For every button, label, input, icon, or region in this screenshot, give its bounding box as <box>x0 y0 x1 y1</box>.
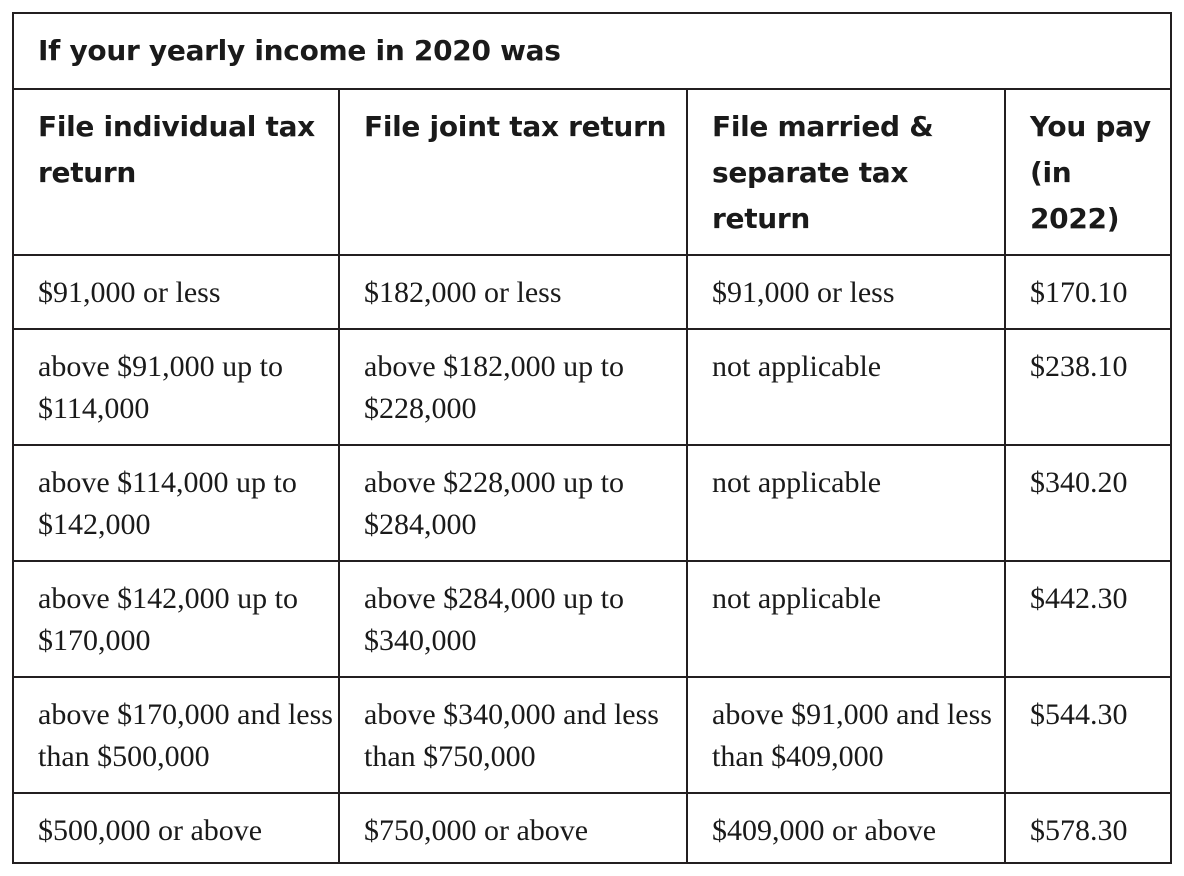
header-individual: File individual tax return <box>12 88 340 256</box>
table-row: above $91,000 up to $114,000 above $182,… <box>12 328 1173 446</box>
cell-married-separate: not applicable <box>686 560 1006 678</box>
cell-you-pay: $238.10 <box>1003 328 1173 446</box>
cell-married-separate: not applicable <box>686 328 1006 446</box>
cell-individual: $91,000 or less <box>12 254 340 330</box>
cell-married-separate: $409,000 or above <box>686 792 1006 864</box>
caption-row: If your yearly income in 2020 was <box>11 12 1173 90</box>
table-caption: If your yearly income in 2020 was <box>11 12 1173 90</box>
cell-individual: above $91,000 up to $114,000 <box>12 328 340 446</box>
cell-joint: $750,000 or above <box>338 792 688 864</box>
table-row: $91,000 or less $182,000 or less $91,000… <box>12 254 1173 330</box>
cell-individual: above $142,000 up to $170,000 <box>12 560 340 678</box>
cell-joint: above $284,000 up to $340,000 <box>338 560 688 678</box>
header-you-pay: You pay (in 2022) <box>1003 88 1173 256</box>
cell-joint: above $340,000 and less than $750,000 <box>338 676 688 794</box>
table-row: $500,000 or above $750,000 or above $409… <box>12 792 1173 864</box>
cell-you-pay: $578.30 <box>1003 792 1173 864</box>
cell-married-separate: above $91,000 and less than $409,000 <box>686 676 1006 794</box>
table-row: above $114,000 up to $142,000 above $228… <box>12 444 1173 562</box>
cell-joint: above $228,000 up to $284,000 <box>338 444 688 562</box>
cell-joint: $182,000 or less <box>338 254 688 330</box>
cell-individual: above $170,000 and less than $500,000 <box>12 676 340 794</box>
header-row: File individual tax return File joint ta… <box>12 88 1173 256</box>
cell-married-separate: not applicable <box>686 444 1006 562</box>
cell-joint: above $182,000 up to $228,000 <box>338 328 688 446</box>
cell-you-pay: $170.10 <box>1003 254 1173 330</box>
cell-you-pay: $442.30 <box>1003 560 1173 678</box>
header-married-separate: File married & separate tax return <box>686 88 1006 256</box>
header-joint: File joint tax return <box>338 88 688 256</box>
cell-you-pay: $340.20 <box>1003 444 1173 562</box>
table-row: above $170,000 and less than $500,000 ab… <box>12 676 1173 794</box>
income-table: If your yearly income in 2020 was File i… <box>11 12 1173 864</box>
cell-married-separate: $91,000 or less <box>686 254 1006 330</box>
cell-individual: $500,000 or above <box>12 792 340 864</box>
table-row: above $142,000 up to $170,000 above $284… <box>12 560 1173 678</box>
cell-you-pay: $544.30 <box>1003 676 1173 794</box>
cell-individual: above $114,000 up to $142,000 <box>12 444 340 562</box>
